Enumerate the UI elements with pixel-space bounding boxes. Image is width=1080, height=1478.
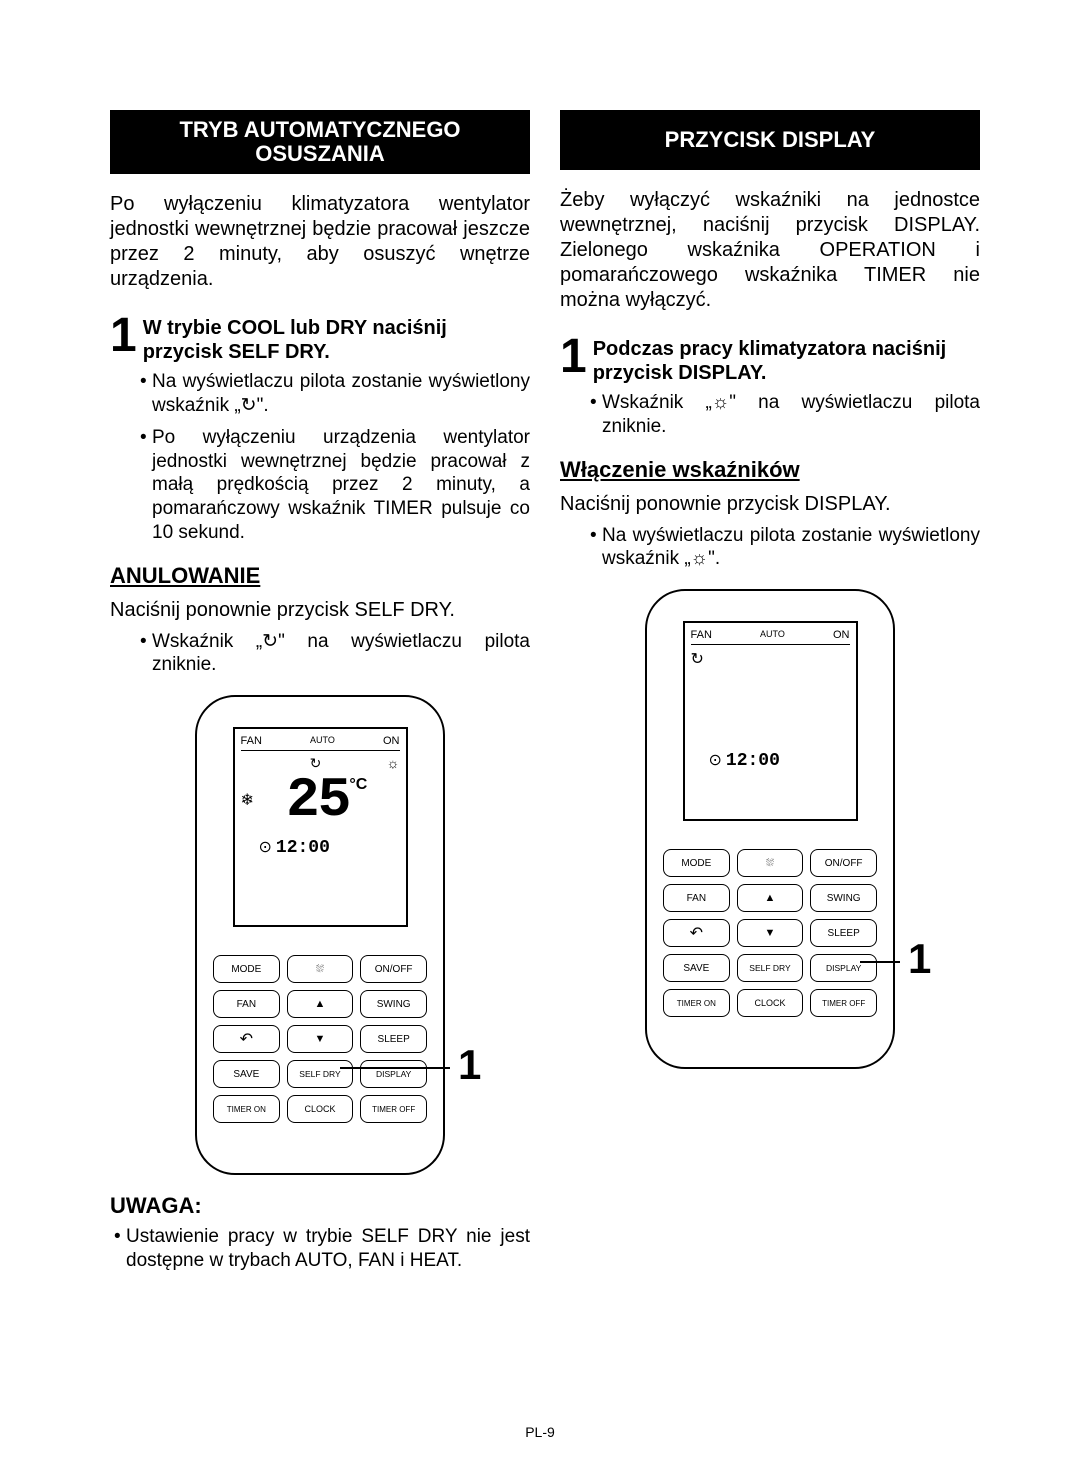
lcd-fan-label: FAN [691, 629, 712, 641]
left-sub-text: Naciśnij ponownie przycisk SELF DRY. [110, 599, 530, 622]
left-remote-diagram: FAN AUTO ON ↻ ☼ ❄ 25°C [110, 695, 530, 1175]
remote-buttons: MODE ⛆ ON/OFF FAN SWING ↶ SLEEP SAVE SEL… [663, 849, 877, 1017]
lcd-temp: 25 [286, 768, 349, 832]
display-button: DISPLAY [810, 954, 877, 982]
clock-button: CLOCK [287, 1095, 354, 1123]
left-bullets: Na wyświetlaczu pilota zostanie wyświetl… [140, 370, 530, 544]
bullet-item: Wskaźnik „↻" na wyświetlaczu pilota znik… [140, 630, 530, 678]
page-number: PL-9 [0, 1424, 1080, 1440]
breeze-button: ⛆ [287, 955, 354, 983]
callout-line [860, 961, 900, 963]
arc-button: ↶ [663, 919, 730, 947]
right-intro: Żeby wyłączyć wskaźniki na jednostce wew… [560, 188, 980, 313]
right-heading: PRZYCISK DISPLAY [560, 110, 980, 170]
callout-line [340, 1067, 450, 1069]
up-button [287, 990, 354, 1018]
right-sub-bullets: Na wyświetlaczu pilota zostanie wyświetl… [590, 524, 980, 572]
breeze-button: ⛆ [737, 849, 804, 877]
left-heading: TRYB AUTOMATYCZNEGO OSUSZANIA [110, 110, 530, 174]
bullet-item: Po wyłączeniu urządzenia wentylator jedn… [140, 426, 530, 545]
display-button: DISPLAY [360, 1060, 427, 1088]
left-sub-heading: ANULOWANIE [110, 563, 530, 589]
timeroff-button: TIMER OFF [810, 989, 877, 1017]
cycle-icon: ↻ [691, 649, 704, 669]
lcd-fan-label: FAN [241, 735, 262, 747]
right-step-text: Podczas pracy klimatyzatora naciśnij prz… [593, 335, 980, 385]
clock-button: CLOCK [737, 989, 804, 1017]
up-button [737, 884, 804, 912]
onoff-button: ON/OFF [810, 849, 877, 877]
bullet-item: Wskaźnik „☼" na wyświetlaczu pilota znik… [590, 391, 980, 439]
bullet-item: Na wyświetlaczu pilota zostanie wyświetl… [590, 524, 980, 572]
mode-button: MODE [213, 955, 280, 983]
selfdry-button: SELF DRY [287, 1060, 354, 1088]
right-column: PRZYCISK DISPLAY Żeby wyłączyć wskaźniki… [560, 110, 980, 1281]
lcd-time: 12:00 [726, 751, 780, 771]
fan-button: FAN [213, 990, 280, 1018]
lcd-auto-label: AUTO [760, 629, 785, 641]
right-sub-heading: Włączenie wskaźników [560, 457, 980, 483]
swing-button: SWING [360, 990, 427, 1018]
lcd-on-label: ON [833, 629, 850, 641]
fan-button: FAN [663, 884, 730, 912]
remote-body: FAN AUTO ON ↻ ⊙ 12:00 [645, 589, 895, 1069]
right-step: 1 Podczas pracy klimatyzatora naciśnij p… [560, 335, 980, 385]
callout-number: 1 [908, 935, 931, 983]
remote-lcd: FAN AUTO ON ↻ ☼ ❄ 25°C [233, 727, 408, 927]
note-bullets: Ustawienie pracy w trybie SELF DRY nie j… [114, 1225, 530, 1273]
left-step-num: 1 [110, 314, 137, 364]
right-sub-text: Naciśnij ponownie przycisk DISPLAY. [560, 493, 980, 516]
remote-body: FAN AUTO ON ↻ ☼ ❄ 25°C [195, 695, 445, 1175]
down-button [737, 919, 804, 947]
sleep-button: SLEEP [360, 1025, 427, 1053]
right-bullets: Wskaźnik „☼" na wyświetlaczu pilota znik… [590, 391, 980, 439]
down-button [287, 1025, 354, 1053]
left-column: TRYB AUTOMATYCZNEGO OSUSZANIA Po wyłącze… [110, 110, 530, 1281]
selfdry-button: SELF DRY [737, 954, 804, 982]
clock-icon: ⊙ [259, 837, 272, 857]
onoff-button: ON/OFF [360, 955, 427, 983]
lcd-auto-label: AUTO [310, 735, 335, 747]
note-heading: UWAGA: [110, 1193, 530, 1219]
timeron-button: TIMER ON [663, 989, 730, 1017]
sleep-button: SLEEP [810, 919, 877, 947]
timeroff-button: TIMER OFF [360, 1095, 427, 1123]
left-step-text: W trybie COOL lub DRY naciśnij przycisk … [143, 314, 530, 364]
mode-button: MODE [663, 849, 730, 877]
bullet-item: Na wyświetlaczu pilota zostanie wyświetl… [140, 370, 530, 418]
sun-icon: ☼ [387, 755, 400, 772]
left-intro: Po wyłączeniu klimatyzatora wentylator j… [110, 192, 530, 292]
clock-icon: ⊙ [709, 750, 722, 770]
arc-button: ↶ [213, 1025, 280, 1053]
timeron-button: TIMER ON [213, 1095, 280, 1123]
swing-button: SWING [810, 884, 877, 912]
right-remote-diagram: FAN AUTO ON ↻ ⊙ 12:00 [560, 589, 980, 1069]
lcd-on-label: ON [383, 735, 400, 747]
left-step: 1 W trybie COOL lub DRY naciśnij przycis… [110, 314, 530, 364]
lcd-time: 12:00 [276, 838, 330, 858]
save-button: SAVE [663, 954, 730, 982]
save-button: SAVE [213, 1060, 280, 1088]
left-sub-bullets: Wskaźnik „↻" na wyświetlaczu pilota znik… [140, 630, 530, 678]
remote-lcd: FAN AUTO ON ↻ ⊙ 12:00 [683, 621, 858, 821]
remote-buttons: MODE ⛆ ON/OFF FAN SWING ↶ SLEEP SAVE SEL… [213, 955, 427, 1123]
bullet-item: Ustawienie pracy w trybie SELF DRY nie j… [114, 1225, 530, 1273]
snowflake-icon: ❄ [241, 772, 254, 810]
lcd-unit: °C [349, 776, 367, 794]
right-step-num: 1 [560, 335, 587, 385]
callout-number: 1 [458, 1041, 481, 1089]
